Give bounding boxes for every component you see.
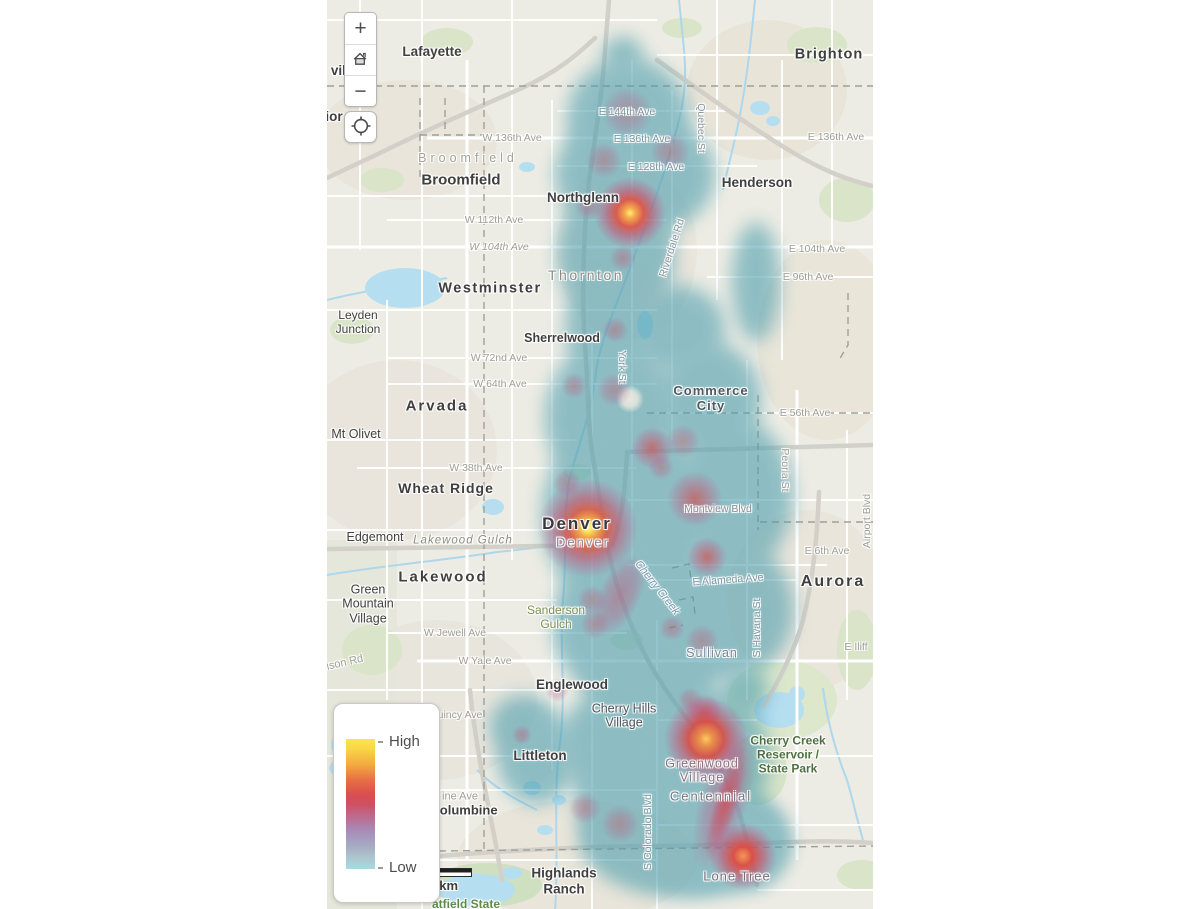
legend-tick-high — [378, 741, 383, 743]
legend-gradient — [346, 739, 375, 869]
legend-low-label: Low — [389, 859, 417, 876]
map-canvas[interactable]: LafayettevilleiorBrightonBroomfieldBroom… — [327, 0, 873, 909]
legend-panel: High Low — [333, 703, 440, 903]
zoom-controls: + − — [344, 12, 377, 107]
locate-icon — [350, 115, 372, 140]
zoom-out-button[interactable]: − — [345, 75, 376, 106]
home-icon — [352, 45, 369, 76]
zoom-in-button[interactable]: + — [345, 13, 376, 44]
locate-button[interactable] — [344, 111, 377, 143]
home-button[interactable] — [345, 44, 376, 75]
legend-tick-low — [378, 867, 383, 869]
legend-high-label: High — [389, 733, 420, 750]
